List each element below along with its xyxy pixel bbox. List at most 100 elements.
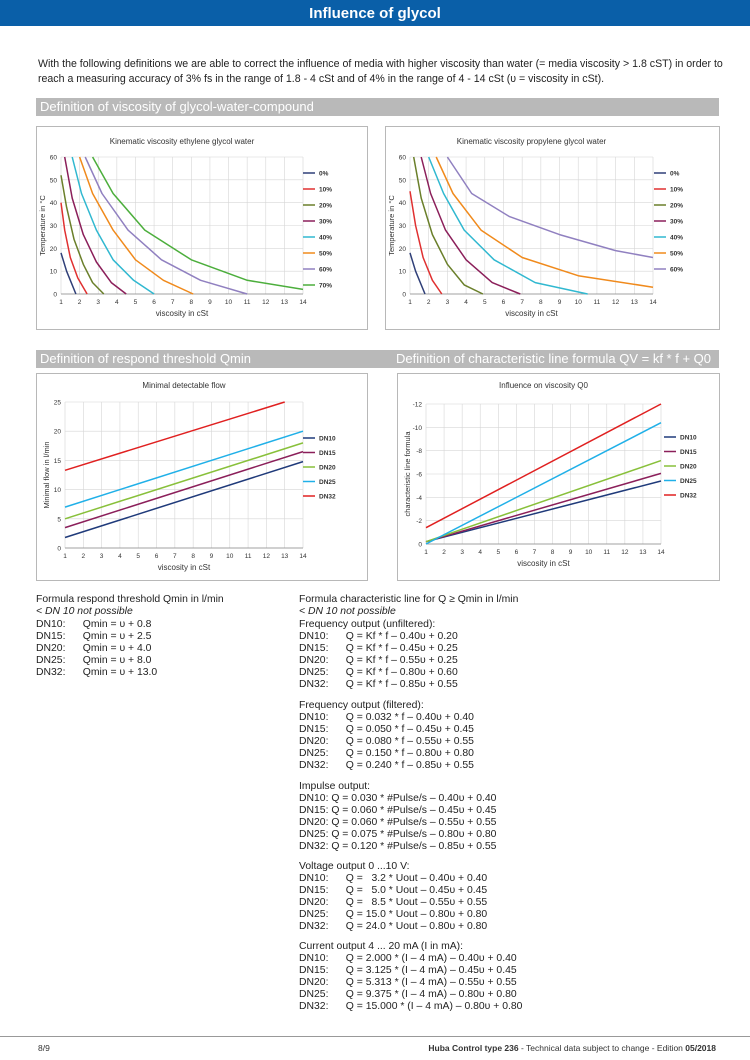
- footer-info: Huba Control type 236 - Technical data s…: [428, 1043, 716, 1053]
- y-tick-label: 15: [54, 458, 62, 465]
- x-tick-label: 14: [299, 553, 307, 560]
- legend-label: 0%: [319, 171, 329, 178]
- page-title-bar: Influence of glycol: [0, 0, 750, 26]
- series-line-DN25: [64, 430, 304, 508]
- legend-label: 30%: [670, 219, 683, 226]
- x-axis-label: viscosity in cSt: [158, 563, 211, 572]
- series-line-30: [420, 156, 521, 295]
- chart-ethylene-box: Kinematic viscosity ethylene glycol wate…: [36, 126, 368, 330]
- x-tick-label: 7: [173, 553, 177, 560]
- chart-title: Minimal detectable flow: [142, 381, 225, 390]
- x-tick-label: 12: [263, 553, 271, 560]
- y-tick-label: 10: [399, 269, 407, 276]
- formula-line: DN15: Q = 5.0 * Uout – 0.45υ + 0.45: [299, 885, 488, 896]
- formula-line: DN10: Q = 2.000 * (I – 4 mA) – 0.40υ + 0…: [299, 953, 517, 964]
- block-title: Frequency output (unfiltered):: [299, 619, 436, 630]
- legend-label: 20%: [319, 203, 332, 210]
- formula-line: DN25: Q = 9.375 * (I – 4 mA) – 0.80υ + 0…: [299, 989, 517, 1000]
- y-tick-label: 20: [50, 246, 58, 253]
- legend-label: 40%: [670, 235, 683, 242]
- y-tick-label: 50: [399, 177, 407, 184]
- section-threshold-title: Definition of respond threshold Qmin: [40, 351, 252, 366]
- y-axis-label: Temperature in °C: [387, 195, 396, 256]
- series-line-DN32: [425, 403, 662, 529]
- y-axis-label: characteristic line formula: [403, 431, 412, 517]
- formula-line: DN10: Q = 0.030 * #Pulse/s – 0.40υ + 0.4…: [299, 793, 497, 804]
- formula-line: DN10: Q = Kf * f – 0.40υ + 0.20: [299, 631, 458, 642]
- formula-line: DN15: Q = 3.125 * (I – 4 mA) – 0.45υ + 0…: [299, 965, 517, 976]
- y-axis-label: Minimal flow in l/min: [42, 441, 51, 508]
- legend-label: DN20: [680, 464, 697, 471]
- x-tick-label: 9: [210, 553, 214, 560]
- series-line-30: [63, 156, 127, 295]
- series-line-60: [84, 156, 248, 295]
- formula-line: DN25: Q = 15.0 * Uout – 0.80υ + 0.80: [299, 909, 488, 920]
- formula-left-line: DN20: Qmin = υ + 4.0: [36, 643, 152, 654]
- block-title: Voltage output 0 ...10 V:: [299, 861, 410, 872]
- legend-label: DN15: [680, 449, 697, 456]
- formula-line: DN20: Q = 8.5 * Uout – 0.55υ + 0.55: [299, 897, 488, 908]
- x-tick-label: 5: [136, 553, 140, 560]
- x-tick-label: 6: [152, 299, 156, 306]
- x-tick-label: 14: [649, 299, 657, 306]
- formula-line: DN15: Q = Kf * f – 0.45υ + 0.25: [299, 643, 458, 654]
- y-tick-label: 10: [50, 269, 58, 276]
- legend-label: DN32: [680, 493, 697, 500]
- legend-label: 10%: [670, 187, 683, 194]
- chart-ethylene: Kinematic viscosity ethylene glycol wate…: [38, 137, 332, 318]
- x-tick-label: 9: [558, 299, 562, 306]
- chart-q0-box: Influence on viscosity Q0 0 -2 -4 -6 -8 -10 -12…: [397, 373, 720, 581]
- formula-line: DN32: Q = 0.240 * f – 0.85υ + 0.55: [299, 760, 474, 771]
- formula-line: DN20: Q = 5.313 * (I – 4 mA) – 0.55υ + 0…: [299, 977, 517, 988]
- formula-line: DN15: Q = 0.050 * f – 0.45υ + 0.45: [299, 724, 474, 735]
- chart-propylene-box: Kinematic viscosity propylene glycol wat…: [385, 126, 720, 330]
- y-tick-label: 30: [50, 223, 58, 230]
- footer-product: Huba Control type 236: [428, 1043, 519, 1053]
- footer-page-number: 8/9: [38, 1043, 50, 1053]
- x-tick-label: 7: [171, 299, 175, 306]
- x-tick-label: 3: [100, 553, 104, 560]
- series-line-10: [409, 191, 443, 295]
- y-tick-label: -2: [416, 518, 422, 525]
- page-title: Influence of glycol: [309, 4, 441, 22]
- y-tick-label: 5: [57, 516, 61, 523]
- x-tick-label: 4: [115, 299, 119, 306]
- x-tick-label: 3: [96, 299, 100, 306]
- series-line-0: [60, 252, 77, 295]
- y-tick-label: 0: [418, 542, 422, 549]
- x-tick-label: 6: [502, 299, 506, 306]
- chart-title: Kinematic viscosity propylene glycol wat…: [457, 137, 607, 146]
- legend-label: 30%: [319, 219, 332, 226]
- x-tick-label: 11: [594, 299, 601, 306]
- footer-edition: 05/2018: [685, 1043, 716, 1053]
- legend-label: 0%: [670, 171, 680, 178]
- y-tick-label: 50: [50, 177, 58, 184]
- legend-label: DN15: [319, 450, 336, 457]
- series-line-40: [428, 156, 588, 295]
- formula-left-line: DN10: Qmin = υ + 0.8: [36, 619, 152, 630]
- x-tick-label: 14: [299, 299, 307, 306]
- x-tick-label: 3: [446, 299, 450, 306]
- x-tick-label: 10: [226, 553, 234, 560]
- x-tick-label: 13: [281, 299, 289, 306]
- y-tick-label: 0: [57, 546, 61, 553]
- y-axis-label: Temperature in °C: [38, 195, 47, 256]
- y-tick-label: 60: [399, 155, 407, 162]
- legend-label: 20%: [670, 203, 683, 210]
- x-tick-label: 13: [639, 549, 647, 556]
- formula-line: DN32: Q = Kf * f – 0.85υ + 0.55: [299, 679, 458, 690]
- x-tick-label: 2: [81, 553, 85, 560]
- formula-line: DN32: Q = 24.0 * Uout – 0.80υ + 0.80: [299, 921, 488, 932]
- formula-right-heading: Formula characteristic line for Q ≥ Qmin…: [299, 594, 519, 605]
- x-tick-label: 10: [585, 549, 593, 556]
- section-threshold-header: Definition of respond threshold Qmin Def…: [36, 350, 719, 368]
- intro-paragraph: With the following definitions we are ab…: [38, 58, 723, 85]
- series-line-20: [60, 175, 105, 295]
- y-tick-label: 0: [53, 292, 57, 299]
- y-tick-label: 30: [399, 223, 407, 230]
- y-tick-label: 40: [50, 200, 58, 207]
- x-tick-label: 1: [63, 553, 67, 560]
- x-tick-label: 2: [442, 549, 446, 556]
- x-axis-label: viscosity in cSt: [517, 559, 570, 568]
- x-tick-label: 8: [539, 299, 543, 306]
